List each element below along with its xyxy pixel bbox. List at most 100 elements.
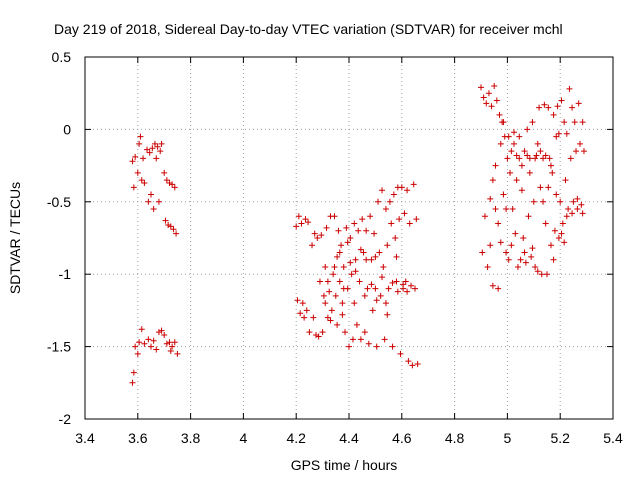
data-point [553, 191, 560, 198]
data-point [408, 282, 415, 289]
data-point [511, 140, 517, 147]
data-point [138, 177, 145, 184]
data-point [359, 216, 366, 223]
data-point [540, 155, 547, 162]
data-point [559, 220, 566, 227]
data-point [570, 198, 577, 205]
data-point [365, 340, 372, 347]
data-point [174, 350, 181, 357]
data-point [155, 198, 162, 205]
data-point [542, 220, 549, 227]
data-point [360, 249, 367, 256]
x-tick-labels: 3.4 3.6 3.8 4 4.2 4.4 4.6 4.8 5 5.2 5.4 [75, 430, 623, 446]
data-point [550, 256, 557, 263]
data-point [508, 242, 515, 249]
data-point [529, 245, 536, 252]
data-point [495, 220, 502, 227]
data-point [338, 242, 345, 249]
data-point [518, 162, 525, 169]
data-point [404, 187, 411, 194]
data-point [513, 177, 520, 184]
data-point [153, 155, 160, 162]
data-point [331, 213, 338, 220]
data-point [551, 227, 558, 234]
data-point [298, 220, 305, 227]
y-tick-labels: -2 -1.5 -1 -0.5 0 0.5 [47, 49, 71, 427]
data-point [309, 242, 316, 249]
data-point [393, 253, 400, 260]
data-point [299, 300, 306, 307]
series-cluster-3.6-lower [129, 326, 181, 386]
data-point [372, 285, 379, 292]
data-point [507, 169, 514, 176]
data-point [500, 119, 507, 126]
data-point [553, 133, 560, 140]
data-point [355, 227, 362, 234]
data-point [361, 329, 368, 336]
data-point [478, 84, 484, 91]
data-point [155, 329, 162, 336]
data-point [509, 206, 516, 213]
data-point [315, 333, 322, 340]
data-point [488, 103, 495, 110]
data-point [148, 191, 154, 198]
data-point [336, 249, 343, 256]
data-point [165, 221, 172, 228]
data-point [313, 332, 319, 339]
data-point [524, 152, 531, 159]
data-point [547, 162, 554, 169]
data-point [347, 235, 354, 241]
data-point [138, 326, 145, 333]
data-point [369, 307, 376, 314]
data-point [169, 343, 176, 350]
data-point [557, 198, 564, 205]
data-point [412, 285, 418, 292]
data-point [542, 152, 549, 159]
data-point [129, 158, 136, 165]
data-point [484, 263, 491, 270]
data-point [382, 300, 389, 307]
data-point [373, 343, 380, 350]
data-point [158, 327, 165, 334]
data-point [371, 230, 378, 237]
data-point [492, 162, 499, 169]
data-point [524, 126, 531, 133]
data-point [161, 169, 168, 176]
data-point [132, 343, 139, 350]
data-point [166, 339, 173, 346]
data-point [388, 220, 395, 227]
data-point [339, 300, 346, 307]
data-point [561, 239, 568, 246]
data-point [357, 246, 364, 253]
data-point [342, 329, 349, 336]
data-point [555, 235, 562, 241]
data-point [414, 360, 421, 367]
data-point [134, 350, 141, 357]
series-cluster-3.6-upper [129, 133, 180, 237]
data-point [497, 239, 504, 246]
data-point [137, 133, 144, 140]
data-point [163, 340, 170, 347]
data-point [579, 119, 586, 126]
data-point [533, 152, 540, 159]
axis-ticks [84, 56, 614, 420]
data-point [574, 206, 581, 213]
data-point [153, 346, 160, 353]
data-point [361, 292, 368, 299]
data-point [511, 129, 517, 136]
data-point [171, 339, 178, 346]
data-point [319, 329, 326, 336]
data-point [532, 155, 539, 162]
data-point [579, 210, 586, 217]
data-point [157, 148, 164, 155]
data-point [334, 321, 341, 328]
data-point [328, 307, 335, 314]
data-point [381, 336, 388, 343]
data-point [578, 201, 585, 208]
data-point [545, 184, 552, 191]
data-point [294, 297, 301, 304]
data-point [483, 100, 490, 107]
data-point [372, 253, 379, 260]
data-point [293, 223, 300, 230]
